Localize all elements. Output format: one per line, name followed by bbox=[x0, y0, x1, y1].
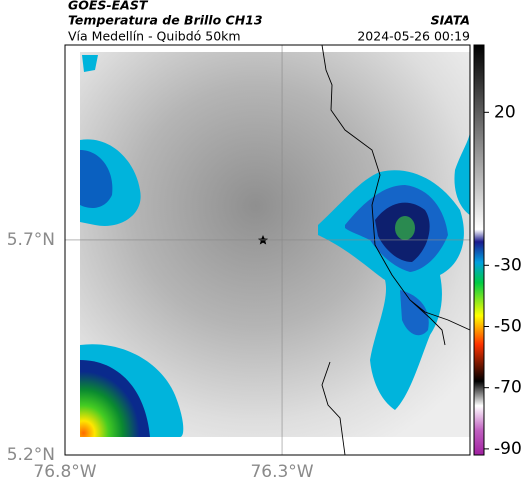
map bbox=[64, 44, 471, 456]
x-tick-label: 76.8°W bbox=[33, 462, 96, 482]
timestamp: 2024-05-26 00:19 bbox=[357, 29, 470, 44]
source: SIATA bbox=[431, 13, 470, 28]
y-tick-label: 5.2°N bbox=[7, 445, 55, 465]
x-tick-label: 76.3°W bbox=[250, 462, 313, 482]
colorbar-tick-label: -70 bbox=[494, 378, 522, 398]
imagery bbox=[80, 52, 470, 437]
colorbar-tick-label: -90 bbox=[494, 439, 522, 459]
map-frame bbox=[64, 44, 471, 456]
colorbar-tick-label: -30 bbox=[494, 255, 522, 275]
colorbar-tick-label: -50 bbox=[494, 316, 522, 336]
colorbar-scale bbox=[473, 44, 485, 456]
colorbar: 20 -30 -50 -70 -90 bbox=[473, 44, 522, 459]
satellite: GOES-EAST bbox=[68, 0, 149, 13]
subtitle: Vía Medellín - Quibdó 50km bbox=[68, 29, 241, 44]
product: Temperatura de Brillo CH13 bbox=[68, 13, 263, 28]
y-tick-label: 5.7°N bbox=[7, 230, 55, 250]
boundaries bbox=[321, 44, 471, 456]
colorbar-tick-label: 20 bbox=[494, 102, 516, 122]
